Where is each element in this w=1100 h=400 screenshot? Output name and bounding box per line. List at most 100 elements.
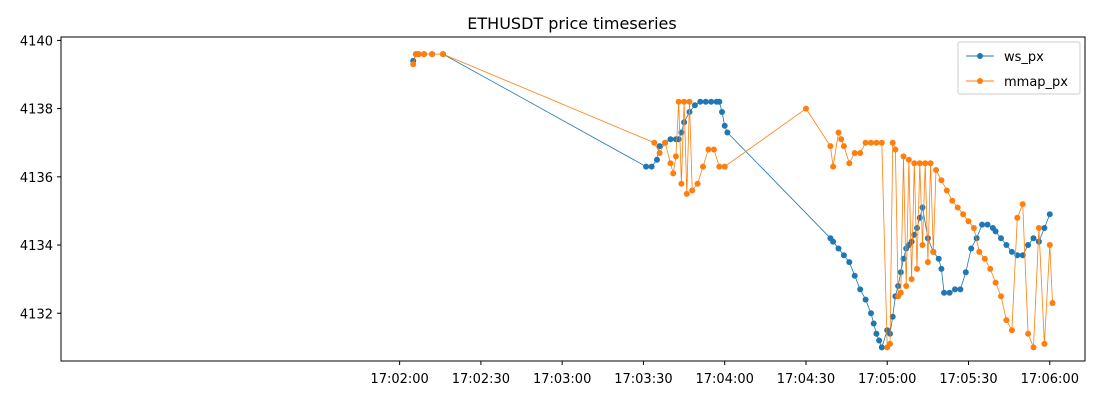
data-point (889, 313, 896, 320)
data-point (1035, 225, 1042, 231)
data-point (965, 218, 972, 225)
data-point (654, 156, 660, 163)
data-point (887, 340, 893, 347)
data-point (868, 139, 874, 146)
data-point (421, 51, 427, 58)
data-point (908, 276, 915, 283)
data-point (998, 293, 1004, 300)
x-tick-label: 17:03:30 (614, 372, 672, 387)
data-point (803, 105, 809, 112)
data-point (656, 150, 663, 156)
data-point (900, 153, 907, 160)
y-axis: 4132 4134 4136 4138 4140 (20, 34, 61, 322)
data-point (681, 119, 688, 126)
plot-frame (60, 36, 1086, 362)
y-tick-label: 4140 (20, 34, 53, 49)
data-point (1025, 242, 1032, 248)
data-point (851, 150, 858, 156)
x-tick-label: 17:06:00 (1021, 372, 1079, 387)
legend-ws-label: ws_px (1004, 50, 1044, 65)
legend: ws_px mmap_px (957, 41, 1081, 95)
data-point (840, 143, 847, 150)
data-point (697, 98, 704, 105)
data-point (851, 272, 858, 279)
data-point (933, 167, 939, 173)
data-point (662, 139, 669, 146)
data-point (900, 255, 907, 262)
data-point (694, 180, 701, 187)
data-point (1035, 238, 1042, 245)
x-tick-label: 17:02:30 (452, 372, 510, 387)
data-point (838, 136, 845, 143)
data-point (922, 160, 929, 167)
data-point (681, 98, 688, 105)
data-point (968, 245, 975, 252)
y-tick-label: 4134 (20, 239, 53, 254)
data-point (1025, 330, 1032, 337)
data-point (719, 109, 725, 115)
data-point (935, 255, 942, 262)
data-point (415, 51, 422, 58)
data-point (830, 163, 837, 170)
data-point (941, 289, 948, 296)
data-point (1014, 214, 1021, 221)
data-point (889, 139, 896, 146)
data-point (979, 221, 986, 228)
data-point (873, 330, 880, 337)
data-point (1003, 317, 1010, 324)
data-point (908, 238, 915, 245)
data-point (1030, 235, 1037, 242)
data-point (1008, 327, 1015, 334)
data-point (670, 170, 677, 177)
legend-mmap-marker (977, 78, 983, 84)
data-point (429, 51, 436, 58)
data-point (700, 163, 706, 170)
data-point (830, 238, 837, 245)
data-point (976, 248, 983, 255)
data-point (1041, 340, 1048, 347)
legend-mmap-label: mmap_px (1004, 75, 1068, 90)
data-point (927, 160, 934, 167)
x-tick-label: 17:05:30 (939, 372, 997, 387)
data-point (651, 139, 658, 146)
data-point (903, 283, 910, 289)
data-point (878, 139, 885, 146)
chart-title: ETHUSDT price timeseries (467, 14, 676, 33)
x-tick-label: 17:04:00 (696, 372, 754, 387)
data-point (1049, 300, 1056, 306)
data-point (683, 190, 690, 197)
data-point (914, 265, 920, 272)
series-mmap_px (410, 51, 1056, 351)
data-point (952, 286, 958, 293)
data-point (710, 146, 717, 153)
data-point (919, 204, 926, 211)
data-point (981, 255, 988, 262)
data-point (716, 163, 723, 170)
data-point (873, 139, 880, 146)
data-point (691, 102, 698, 109)
data-point (897, 269, 904, 276)
data-point (987, 265, 994, 272)
data-point (868, 310, 874, 317)
data-point (954, 204, 961, 211)
data-point (878, 344, 885, 351)
data-point (702, 98, 709, 105)
y-tick-label: 4138 (20, 103, 53, 118)
data-point (992, 228, 999, 235)
series-ws_px (410, 51, 1053, 351)
data-point (949, 197, 956, 204)
data-point (840, 252, 847, 259)
data-point (846, 259, 853, 266)
data-point (846, 160, 853, 167)
data-point (919, 242, 926, 248)
data-point (667, 136, 674, 143)
data-point (1003, 242, 1010, 248)
data-point (716, 98, 723, 105)
data-point (992, 279, 999, 286)
data-point (938, 265, 945, 272)
data-point (916, 160, 923, 167)
data-point (835, 245, 842, 252)
data-point (1019, 252, 1026, 259)
data-point (827, 143, 834, 150)
